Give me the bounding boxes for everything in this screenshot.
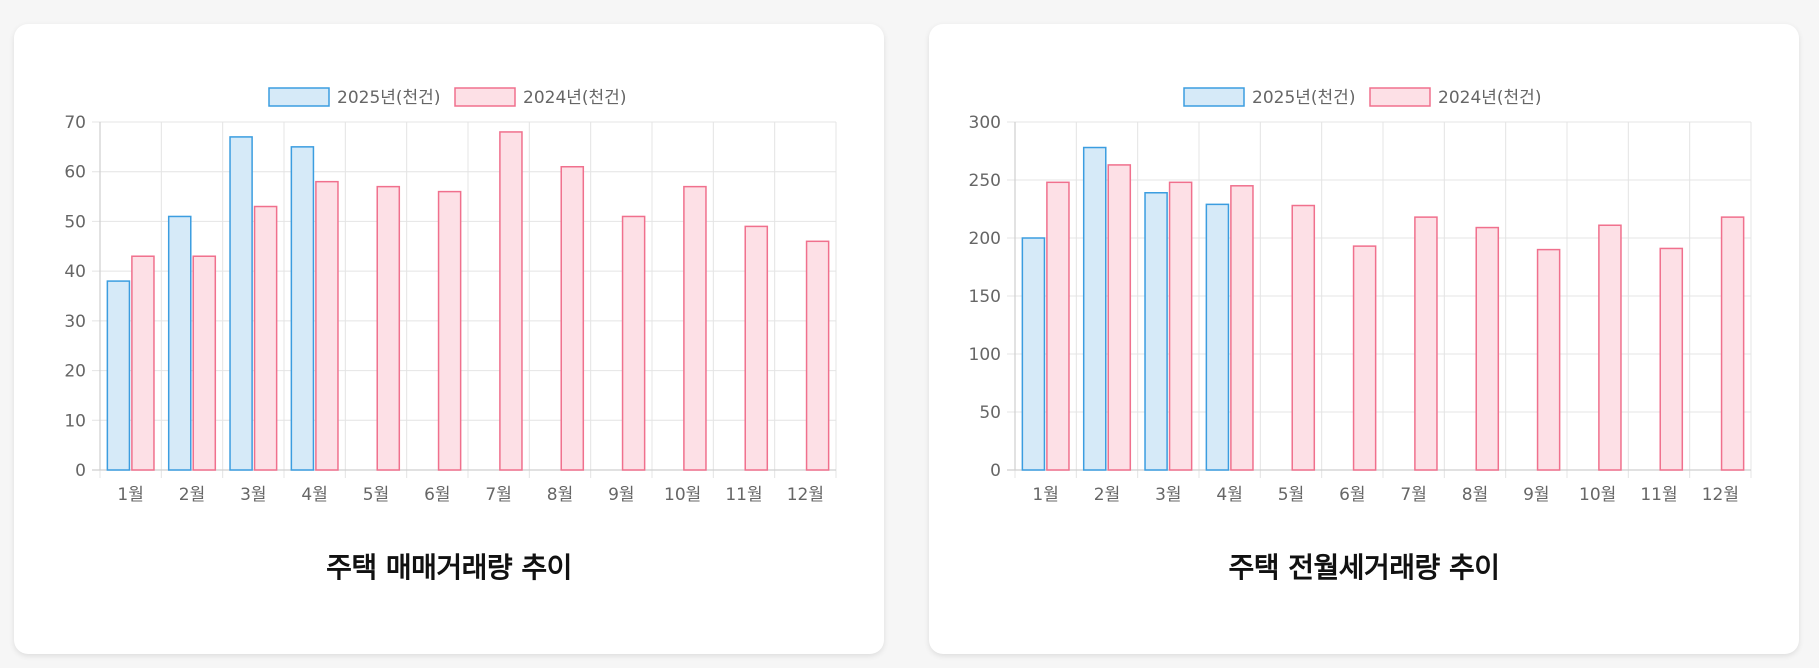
y-tick-label: 200 — [969, 229, 1001, 249]
y-tick-label: 70 — [64, 113, 86, 133]
bar — [1046, 181, 1070, 471]
y-tick-label: 50 — [979, 403, 1001, 423]
rent-volume-chart: 2025년(천건) 2024년(천건) 0 50 100 150 200 250 300 1월 2월… — [969, 87, 1752, 505]
bar — [1230, 185, 1254, 471]
chart-title: 주택 매매거래량 추이 — [326, 551, 572, 584]
bar — [167, 215, 192, 471]
y-tick-label: 250 — [969, 171, 1001, 191]
x-tick-label: 11월 — [725, 485, 762, 505]
bar — [560, 165, 585, 471]
legend-label: 2024년(천건) — [523, 88, 626, 108]
bar — [131, 255, 155, 471]
bar — [805, 240, 830, 471]
bar — [1598, 224, 1622, 471]
y-tick-label: 0 — [990, 461, 1001, 481]
x-tick-label: 9월 — [608, 485, 634, 505]
bar — [1144, 192, 1168, 471]
bar — [621, 215, 646, 471]
x-tick-label: 1월 — [1032, 485, 1058, 505]
chart-legend: 2025년(천건) 2024년(천건) — [268, 87, 626, 108]
bar — [1659, 247, 1684, 471]
y-tick-label: 100 — [969, 345, 1001, 365]
x-tick-label: 2월 — [179, 485, 205, 505]
y-tick-label: 30 — [64, 312, 86, 332]
bar — [1082, 146, 1107, 471]
x-tick-label: 12월 — [1702, 485, 1739, 505]
legend-swatch — [268, 87, 330, 107]
x-tick-label: 8월 — [1462, 485, 1488, 505]
chart-legend: 2025년(천건) 2024년(천건) — [1183, 87, 1541, 108]
x-tick-label: 2월 — [1094, 485, 1120, 505]
bar — [1414, 216, 1438, 471]
bar — [376, 185, 401, 471]
x-tick-label: 7월 — [1400, 485, 1426, 505]
y-tick-label: 20 — [64, 362, 86, 382]
bar — [499, 131, 523, 471]
x-tick-label: 10월 — [1579, 485, 1616, 505]
x-tick-label: 3월 — [1155, 485, 1181, 505]
bar — [253, 205, 278, 471]
x-tick-label: 1월 — [117, 485, 143, 505]
bar — [1475, 226, 1500, 471]
bar — [437, 190, 462, 471]
bar — [192, 255, 217, 471]
y-tick-label: 40 — [64, 262, 86, 282]
y-tick-label: 300 — [969, 113, 1001, 133]
sales-volume-chart: 2025년(천건) 2024년(천건) 0 10 20 30 40 50 60 70 1월 2월 3월 4… — [64, 87, 837, 505]
x-tick-label: 6월 — [1339, 485, 1365, 505]
chart-title: 주택 전월세거래량 추이 — [1228, 551, 1500, 584]
bar — [1168, 181, 1193, 471]
x-tick-label: 8월 — [547, 485, 573, 505]
bar — [229, 136, 253, 471]
bar — [683, 185, 707, 471]
x-tick-label: 4월 — [1216, 485, 1242, 505]
bar — [1021, 237, 1046, 471]
bar — [1720, 216, 1745, 471]
x-tick-label: 11월 — [1640, 485, 1677, 505]
x-tick-label: 6월 — [424, 485, 450, 505]
y-tick-label: 0 — [75, 461, 86, 481]
legend-label: 2025년(천건) — [337, 88, 440, 108]
rent-volume-chart-card: 2025년(천건) 2024년(천건) 0 50 100 150 200 250 300 1월 2월… — [929, 24, 1799, 654]
bar — [106, 280, 131, 471]
bar — [1107, 164, 1132, 471]
bar — [1291, 204, 1316, 471]
sales-volume-chart-card: 2025년(천건) 2024년(천건) 0 10 20 30 40 50 60 70 1월 2월 3월 4… — [14, 24, 884, 654]
bar — [1352, 245, 1377, 471]
legend-swatch — [1369, 87, 1431, 107]
bar — [290, 146, 315, 471]
x-tick-label: 3월 — [240, 485, 266, 505]
x-tick-label: 5월 — [363, 485, 389, 505]
legend-swatch — [454, 87, 516, 107]
x-tick-label: 7월 — [485, 485, 511, 505]
y-tick-label: 60 — [64, 163, 86, 183]
legend-label: 2025년(천건) — [1252, 88, 1355, 108]
bar — [1205, 203, 1230, 471]
legend-swatch — [1183, 87, 1245, 107]
legend-label: 2024년(천건) — [1438, 88, 1541, 108]
bar — [744, 225, 769, 471]
x-tick-label: 12월 — [787, 485, 824, 505]
y-tick-label: 150 — [969, 287, 1001, 307]
y-tick-label: 50 — [64, 212, 86, 232]
bar — [315, 180, 339, 471]
y-tick-label: 10 — [64, 411, 86, 431]
x-tick-label: 5월 — [1278, 485, 1304, 505]
bar — [1536, 248, 1561, 471]
x-tick-label: 10월 — [664, 485, 701, 505]
x-tick-label: 9월 — [1523, 485, 1549, 505]
x-tick-label: 4월 — [301, 485, 327, 505]
